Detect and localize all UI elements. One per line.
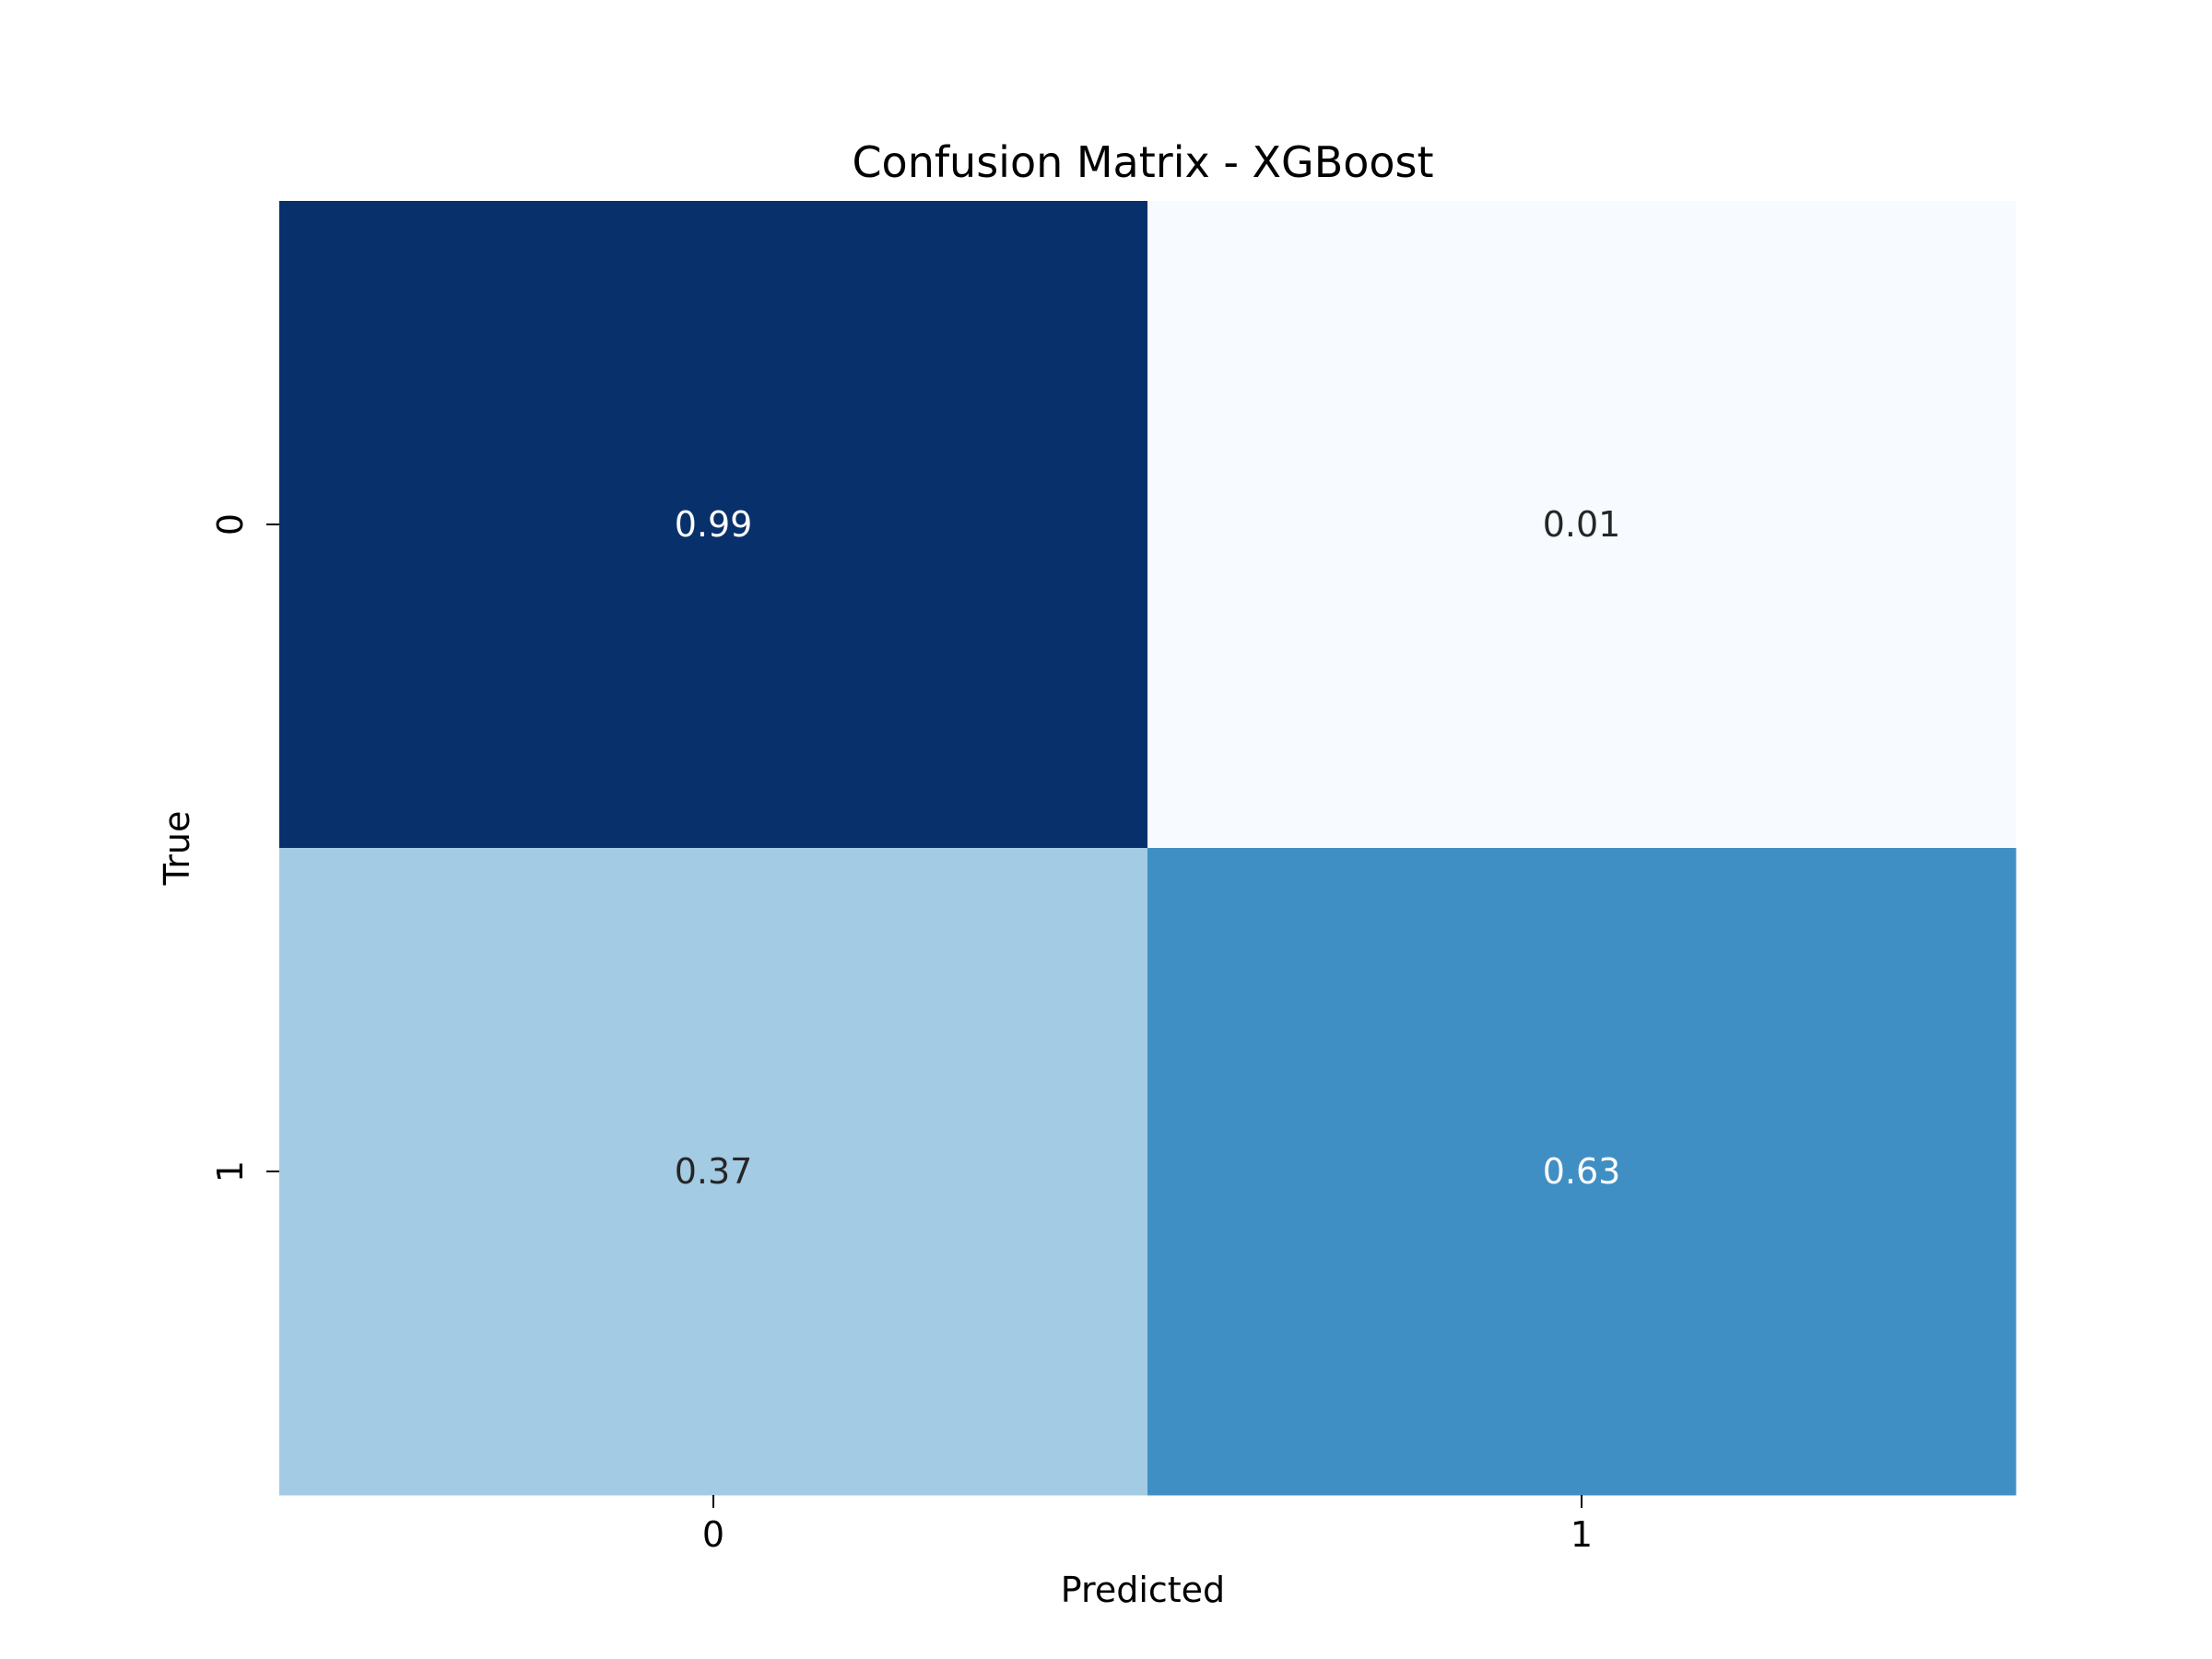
heatmap-cell-r1-c0 <box>279 848 1148 1496</box>
x-axis-label: Predicted <box>1061 1570 1225 1610</box>
y-tick-label: 1 <box>210 1160 251 1182</box>
cell-value-label: 0.99 <box>675 504 753 545</box>
heatmap-cell-r1-c1 <box>1147 848 2017 1496</box>
x-tick-label: 0 <box>702 1514 724 1555</box>
heatmap-cell-r0-c1 <box>1147 201 2017 849</box>
y-axis-ticks: 01 <box>210 513 279 1182</box>
x-tick-label: 1 <box>1571 1514 1593 1555</box>
heatmap-cells: 0.99 0.01 0.37 0.63 <box>279 201 2017 1496</box>
cell-value-label: 0.63 <box>1543 1151 1621 1192</box>
cell-value-label: 0.01 <box>1543 504 1621 545</box>
y-tick-label: 0 <box>210 513 251 535</box>
heatmap-cell-r0-c0 <box>279 201 1148 849</box>
y-axis-label: True <box>157 811 197 887</box>
cell-value-label: 0.37 <box>675 1151 753 1192</box>
chart-title: Confusion Matrix - XGBoost <box>852 137 1433 187</box>
